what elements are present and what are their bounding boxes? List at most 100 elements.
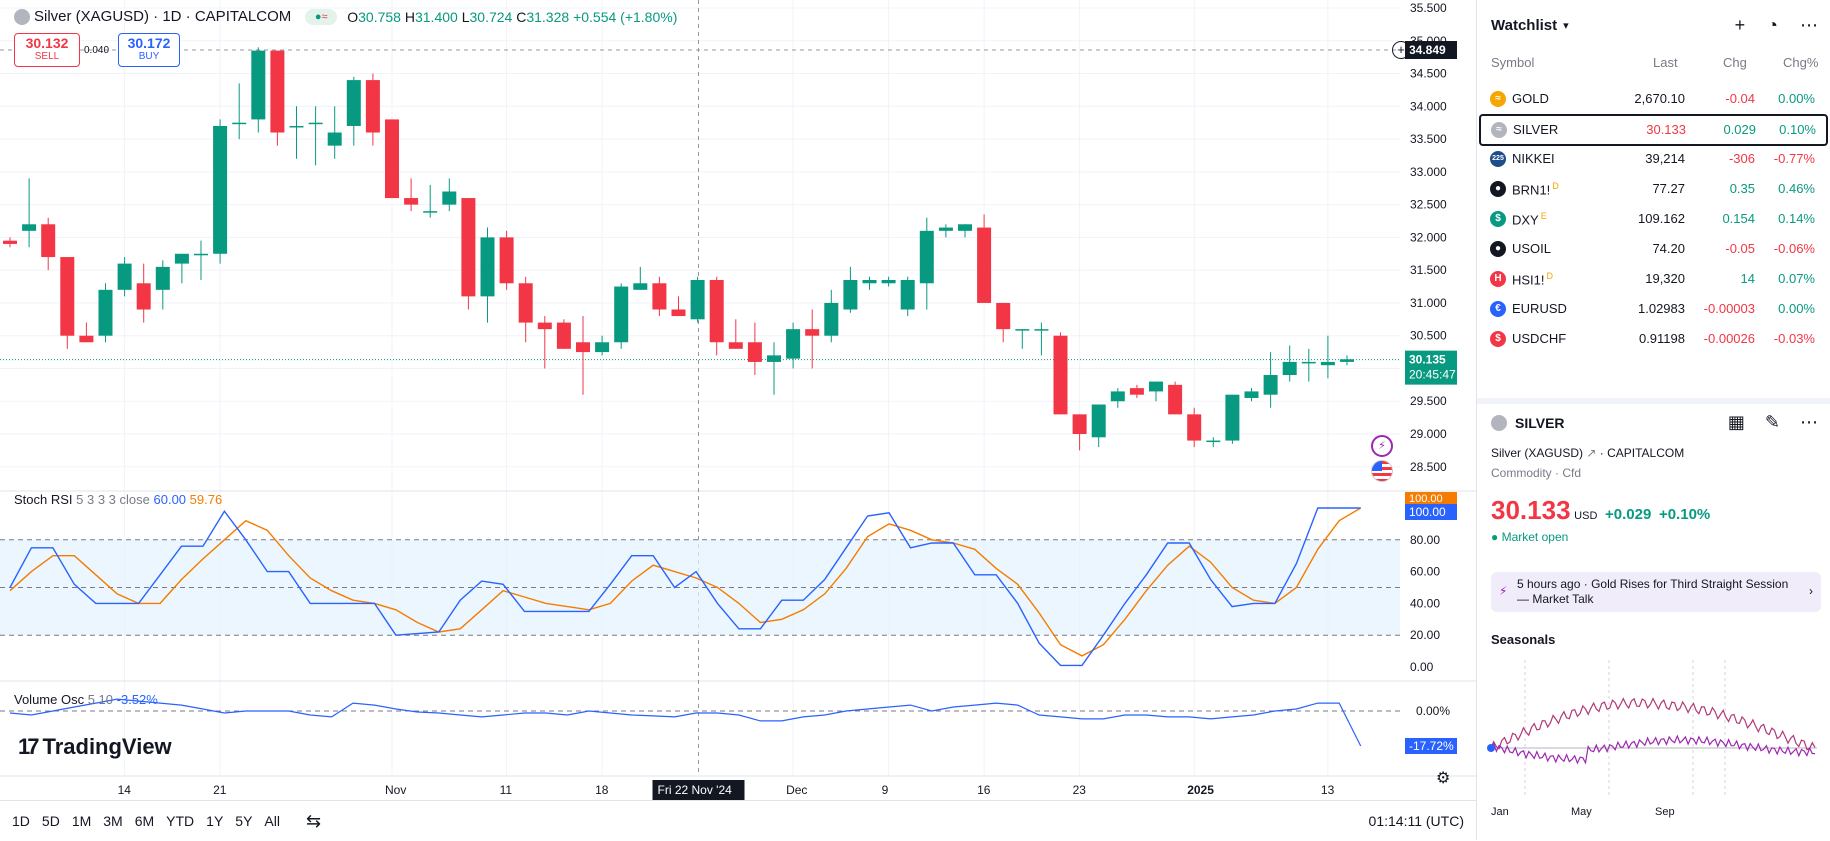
watchlist-chg: 14 xyxy=(1740,271,1755,286)
stoch-d-tag xyxy=(1405,492,1457,504)
candle-body xyxy=(327,132,342,146)
news-card[interactable]: ⚡ 5 hours ago · Gold Rises for Third Str… xyxy=(1491,572,1821,612)
watchlist-chg: 0.35 xyxy=(1729,181,1755,196)
tf-ytd[interactable]: YTD xyxy=(166,813,195,829)
symbol-icon: € xyxy=(1490,301,1506,317)
crosshair-date-tag xyxy=(652,780,745,800)
stoch-d-line xyxy=(9,507,1362,657)
tf-1d[interactable]: 1D xyxy=(12,813,30,829)
candle-body xyxy=(404,198,419,205)
vol-osc-tag xyxy=(1405,738,1457,754)
tf-all[interactable]: All xyxy=(264,813,280,829)
price-tick-label: 33.000 xyxy=(1410,165,1447,179)
tf-5y[interactable]: 5Y xyxy=(235,813,253,829)
candle-body xyxy=(1225,394,1240,441)
symbol-icon: ≈ xyxy=(1490,91,1506,107)
axis-settings-icon[interactable]: ⚙ xyxy=(1436,770,1451,787)
add-symbol-icon[interactable]: + xyxy=(1734,14,1746,35)
watchlist-chgp: 0.46% xyxy=(1778,181,1815,196)
candle-body xyxy=(41,224,56,258)
volume-osc-legend[interactable]: Volume Osc 5 10 -3.52% xyxy=(14,692,158,707)
price-tick-label: 34.000 xyxy=(1410,99,1447,113)
symbol-icon: ● xyxy=(1490,241,1506,257)
watchlist-title[interactable]: Watchlist xyxy=(1491,16,1558,34)
chart-canvas[interactable]: 35.50035.00034.50034.00033.50033.00032.5… xyxy=(0,0,1476,800)
watchlist-row-gold[interactable]: ≈ GOLD 2,670.10 -0.04 0.00% xyxy=(1479,84,1826,114)
more-options-icon[interactable]: ⋯ xyxy=(1800,14,1818,35)
tf-5d[interactable]: 5D xyxy=(41,813,60,829)
external-link-icon[interactable]: ↗ xyxy=(1586,446,1597,460)
watchlist-row-brn1[interactable]: ● BRN1! D 77.27 0.35 0.46% xyxy=(1479,174,1826,204)
watchlist-last: 30.133 xyxy=(1646,122,1686,137)
seasonals-chart[interactable] xyxy=(1477,660,1830,800)
seasonals-title[interactable]: Seasonals xyxy=(1491,632,1556,647)
details-name[interactable]: Silver (XAGUSD) xyxy=(1491,446,1584,460)
ohlc-values: O30.758 H31.400 L30.724 C31.328 +0.554 (… xyxy=(347,8,678,25)
tf-3m[interactable]: 3M xyxy=(103,813,123,829)
watchlist-row-eurusd[interactable]: € EURUSD 1.02983 -0.00003 0.00% xyxy=(1479,294,1826,324)
edit-icon[interactable]: ✎ xyxy=(1764,412,1780,432)
watchlist-symbol: HSI1! D xyxy=(1512,271,1554,288)
sell-price: 30.132 xyxy=(25,35,69,51)
stoch-tick-label: 40.00 xyxy=(1410,596,1440,610)
chevron-down-icon[interactable]: ▾ xyxy=(1563,19,1569,32)
last-price-label: 30.135 xyxy=(1409,353,1446,367)
watchlist-last: 2,670.10 xyxy=(1634,91,1685,106)
symbol-legend[interactable]: Silver (XAGUSD) · 1D · CAPITALCOM ●≈ O30… xyxy=(14,8,677,25)
candle-body xyxy=(232,122,247,125)
details-category-row: Commodity · Cfd xyxy=(1491,466,1582,480)
add-alert-icon[interactable]: + xyxy=(1392,41,1410,59)
utc-clock[interactable]: 01:14:11 (UTC) xyxy=(1368,813,1464,829)
watchlist-row-dxy[interactable]: $ DXY E 109.162 0.154 0.14% xyxy=(1479,204,1826,234)
candle-body xyxy=(346,80,361,126)
tf-1y[interactable]: 1Y xyxy=(206,813,224,829)
price-tick-label: 32.000 xyxy=(1410,230,1447,244)
tf-6m[interactable]: 6M xyxy=(134,813,155,829)
stoch-rsi-legend[interactable]: Stoch RSI 5 3 3 3 close 60.00 59.76 xyxy=(14,492,223,507)
bottom-toolbar: 1D 5D 1M 3M 6M YTD 1Y 5Y All ⇆ 01:14:11 … xyxy=(0,800,1476,841)
stoch-k-line xyxy=(9,507,1361,667)
buy-button[interactable]: 30.172 BUY xyxy=(118,33,180,67)
watchlist-row-hsi1[interactable]: H HSI1! D 19,320 14 0.07% xyxy=(1479,264,1826,294)
candle-body xyxy=(556,322,571,349)
pie-chart-icon[interactable]: ◔ xyxy=(1767,14,1778,35)
watchlist-symbol: USDCHF xyxy=(1512,331,1567,346)
details-exchange[interactable]: CAPITALCOM xyxy=(1607,446,1685,460)
status-dot-icon: ● xyxy=(1491,530,1499,544)
price-tick-label: 33.500 xyxy=(1410,132,1447,146)
watchlist-chgp: -0.77% xyxy=(1773,151,1815,166)
stoch-tick-label: 80.00 xyxy=(1410,533,1440,547)
watchlist-row-usdchf[interactable]: $ USDCHF 0.91198 -0.00026 -0.03% xyxy=(1479,324,1826,354)
news-time: 5 hours ago xyxy=(1517,577,1581,591)
tradingview-logo[interactable]: 17 TradingView xyxy=(18,734,172,759)
countdown-label: 20:45:47 xyxy=(1409,368,1456,382)
sell-button[interactable]: 30.132 SELL xyxy=(14,33,80,67)
date-range-icon[interactable]: ⇆ xyxy=(305,810,322,831)
symbol-title[interactable]: Silver (XAGUSD) · 1D · CAPITALCOM xyxy=(34,8,292,25)
seasonal-month-may: May xyxy=(1571,806,1592,818)
candle-body xyxy=(843,279,858,310)
details-symbol[interactable]: SILVER xyxy=(1515,414,1565,431)
more-options-icon[interactable]: ⋯ xyxy=(1800,412,1818,432)
tf-1m[interactable]: 1M xyxy=(71,813,92,829)
flash-icon[interactable]: ⚡ xyxy=(1371,435,1393,457)
watchlist-chg: 0.154 xyxy=(1722,211,1755,226)
watchlist-last: 1.02983 xyxy=(1638,301,1685,316)
candle-body xyxy=(805,329,820,336)
time-tick-label: 23 xyxy=(1073,783,1087,797)
watchlist-row-usoil[interactable]: ● USOIL 74.20 -0.05 -0.06% xyxy=(1479,234,1826,264)
grid-layout-icon[interactable]: ▦ xyxy=(1727,412,1745,432)
us-flag-icon[interactable] xyxy=(1371,460,1393,482)
watchlist-symbol: EURUSD xyxy=(1512,301,1567,316)
high-value: 31.400 xyxy=(414,8,458,25)
chart-area[interactable]: 35.500 35.000 34.500 34.000 33.500 33.000 32.5… xyxy=(0,0,1477,840)
watchlist-row-silver[interactable]: ≈ SILVER 30.133 0.029 0.10% xyxy=(1479,114,1828,146)
candle-body xyxy=(900,279,915,310)
candle-body xyxy=(1072,414,1087,435)
flash-icon: ⚡ xyxy=(1499,584,1508,598)
vol-zero-label: 0.00% xyxy=(1416,704,1450,718)
candle-body xyxy=(461,198,476,297)
watchlist-row-nikkei[interactable]: 225 NIKKEI 39,214 -306 -0.77% xyxy=(1479,144,1826,174)
details-change: +0.029 xyxy=(1605,506,1652,523)
low-value: 30.724 xyxy=(469,8,513,25)
